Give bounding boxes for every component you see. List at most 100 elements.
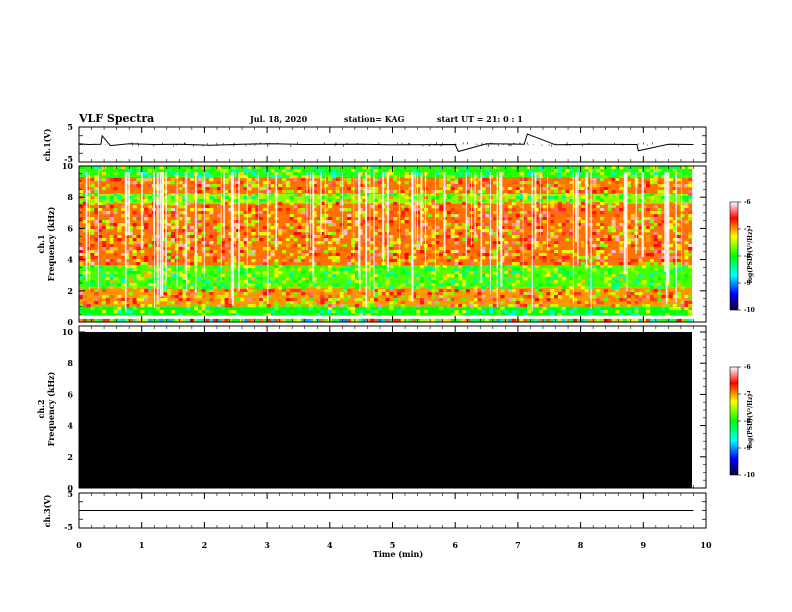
spectrogram-cell xyxy=(109,283,114,287)
spectrogram-cell xyxy=(596,271,601,275)
spectrogram-cell xyxy=(523,262,528,266)
spectrogram-cell xyxy=(374,253,379,257)
spectrogram-cell xyxy=(101,241,107,245)
spectrogram-cell xyxy=(435,190,440,194)
spectrogram-cell xyxy=(132,190,137,194)
spectrogram-cell xyxy=(396,250,402,254)
spectrogram-cell xyxy=(684,307,689,311)
spectrogram-cell xyxy=(205,301,210,305)
spectrogram-cell xyxy=(366,301,371,305)
spectrogram-cell xyxy=(124,283,130,287)
spectrogram-cell xyxy=(408,295,413,299)
spectrogram-cell xyxy=(167,318,172,322)
spectrogram-cell xyxy=(90,217,95,221)
spectrogram-cell xyxy=(676,202,681,206)
spectrogram-cell xyxy=(450,250,455,254)
spectrogram-cell xyxy=(136,274,141,278)
spectrogram-cell xyxy=(473,202,478,206)
spectrogram-cell xyxy=(343,208,348,212)
spectrogram-cell xyxy=(178,244,183,248)
spectrogram-cell xyxy=(140,277,145,281)
spectrogram-cell xyxy=(504,244,509,248)
spectrogram-cell xyxy=(508,217,513,221)
spectrogram-cell xyxy=(328,190,333,194)
station-label: station= KAG xyxy=(344,114,405,124)
spectrogram-cell xyxy=(408,232,413,236)
spectrogram-cell xyxy=(94,238,99,242)
spectrogram-cell xyxy=(109,277,114,281)
spectrogram-cell xyxy=(534,289,540,293)
spectrogram-cell xyxy=(488,318,494,322)
spectrogram-cell xyxy=(653,250,658,254)
spectrogram-cell xyxy=(197,172,202,176)
spectrogram-cell xyxy=(374,292,379,296)
spectrogram-cell xyxy=(657,277,662,281)
spectrogram-cell xyxy=(293,193,298,197)
spectrogram-cell xyxy=(82,193,87,197)
ch1-ytick-bottom: -5 xyxy=(64,154,73,164)
spectrogram-cell xyxy=(151,235,156,239)
spectrogram-cell xyxy=(220,262,225,266)
spectrogram-cell xyxy=(312,247,317,251)
spectrogram-cell xyxy=(354,169,359,173)
spectrogram-cell xyxy=(278,208,283,212)
spectrogram-cell xyxy=(128,280,133,284)
spectrogram-cell xyxy=(182,244,187,248)
spectrogram-cell xyxy=(577,277,582,281)
spectrogram-cell xyxy=(101,205,107,209)
spectrogram-cell xyxy=(672,169,677,173)
spectrogram-cell xyxy=(366,217,371,221)
spectrogram-cell xyxy=(262,226,268,230)
spectrogram-cell xyxy=(642,283,647,287)
spectrogram-cell xyxy=(370,250,375,254)
spectrogram-cell xyxy=(435,268,440,272)
spectrogram-cell xyxy=(201,181,206,185)
spectrogram-cell xyxy=(232,166,237,170)
spectrogram-cell xyxy=(339,289,344,293)
spectrogram-cell xyxy=(351,259,356,263)
spectrogram-cell xyxy=(462,223,467,227)
spectrogram-cell xyxy=(236,256,241,260)
spectrogram-cell xyxy=(236,199,241,203)
spectrogram-cell xyxy=(324,304,329,308)
spectrogram-cell xyxy=(619,256,624,260)
spectrogram-cell xyxy=(561,190,566,194)
x-tick-label: 7 xyxy=(515,540,521,550)
spectrogram-cell xyxy=(201,199,206,203)
spectrogram-cell xyxy=(86,187,91,191)
spectrogram-cell xyxy=(86,208,91,212)
spectrogram-cell xyxy=(454,310,459,314)
spectrogram-cell xyxy=(592,229,597,233)
spectrogram-cell xyxy=(205,175,210,179)
spectrogram-cell xyxy=(611,208,616,212)
spectrogram-cell xyxy=(557,223,563,227)
spectrogram-cell xyxy=(370,169,375,173)
spectrogram-cell xyxy=(412,286,417,290)
spectrogram-cell xyxy=(247,187,252,191)
spectrogram-cell xyxy=(213,235,218,239)
spectrogram-cell xyxy=(247,244,252,248)
spectrogram-cell xyxy=(653,235,658,239)
spectrogram-cell xyxy=(197,286,202,290)
spectrogram-cell xyxy=(500,235,505,239)
spectrogram-cell xyxy=(243,211,248,215)
spectrogram-cell xyxy=(377,292,382,296)
spectrogram-cell xyxy=(454,172,459,176)
spectrogram-cell xyxy=(362,268,367,272)
spectrogram-cell xyxy=(684,241,689,245)
spectrogram-cell xyxy=(477,318,482,322)
spectrogram-cell xyxy=(492,169,497,173)
spectrogram-cell xyxy=(79,318,84,322)
spectrogram-cell xyxy=(458,178,463,182)
spectrogram-cell xyxy=(274,292,279,296)
spectrogram-cell xyxy=(186,318,191,322)
spectrogram-cell xyxy=(477,280,482,284)
spectrogram-cell xyxy=(408,205,413,209)
spectrogram-cell xyxy=(508,313,513,317)
spectrogram-cell xyxy=(381,318,386,322)
spectrogram-cell xyxy=(362,199,367,203)
spectrogram-cell xyxy=(170,172,176,176)
spectrogram-cell xyxy=(209,211,214,215)
spectrogram-cell xyxy=(262,232,268,236)
spectrogram-cell xyxy=(366,286,371,290)
